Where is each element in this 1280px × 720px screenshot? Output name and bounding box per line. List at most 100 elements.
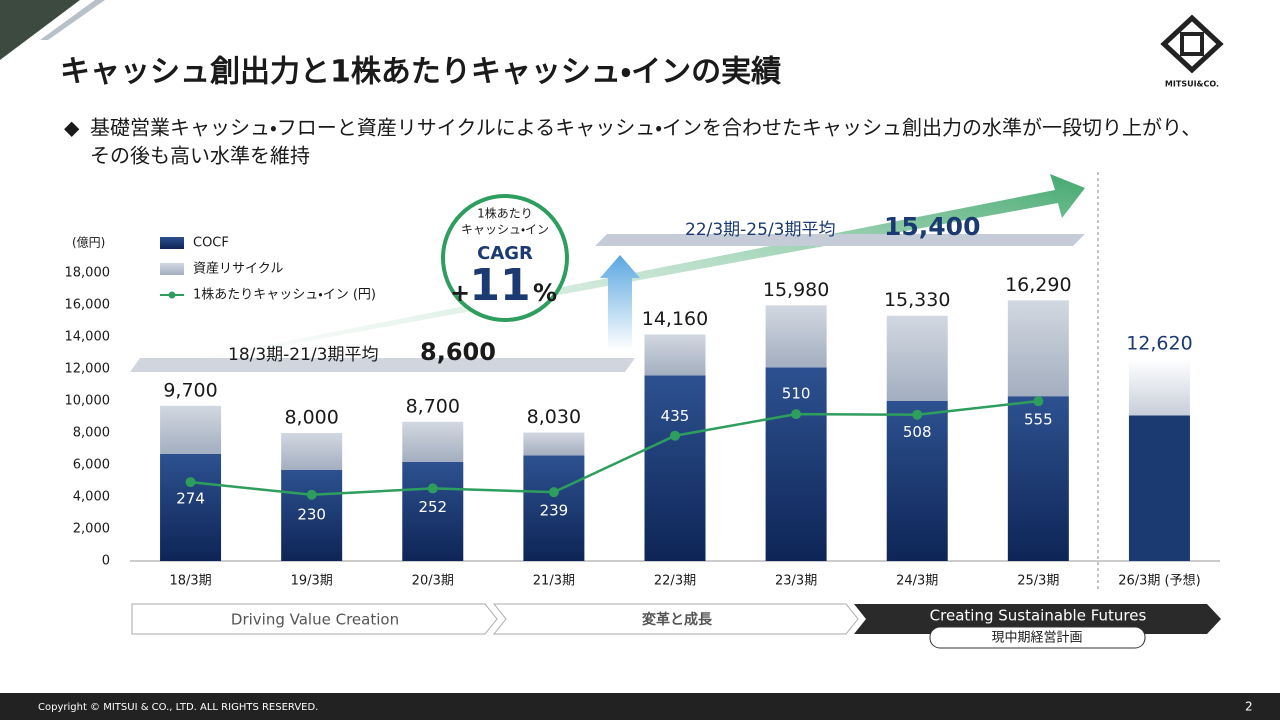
legend-swatch — [160, 237, 184, 249]
unit-label: (億円) — [72, 236, 105, 250]
line — [190, 399, 1039, 497]
cagr-label: CAGR — [477, 243, 533, 264]
cagr-caption: 1株あたり — [477, 206, 533, 221]
y-tick-label: 14,000 — [65, 330, 111, 345]
line-value-label: 252 — [418, 498, 447, 516]
line-value-label: 508 — [903, 423, 932, 441]
x-tick-label: 18/3期 — [169, 574, 211, 589]
total-label: 15,980 — [763, 279, 829, 301]
total-label: 16,290 — [1005, 274, 1071, 296]
y-tick-label: 10,000 — [65, 394, 111, 409]
line-point — [1033, 396, 1044, 407]
bar-segment — [886, 401, 948, 561]
line-value-label: 230 — [297, 505, 326, 523]
subtitle: 基礎営業キャッシュ・フローと資産リサイクルによるキャッシュ・インを合わせたキャッ… — [90, 116, 1201, 140]
y-tick-label: 4,000 — [73, 490, 110, 505]
bar-segment — [160, 453, 222, 561]
cagr-sign: + — [450, 279, 470, 307]
line-point — [912, 409, 923, 420]
x-tick-label: 21/3期 — [533, 574, 575, 589]
subtitle: その後も高い水準を維持 — [90, 144, 310, 168]
chart: 0 2,000 4,000 6,000 8,000 10,000 12,000 14,000 1… — [65, 236, 1220, 589]
phase-arrow — [492, 603, 859, 635]
average-value: 15,400 — [884, 212, 980, 241]
logo-mark — [1160, 14, 1224, 74]
bar-segment — [281, 433, 343, 470]
bar-segment — [1128, 359, 1190, 416]
logo-text: MITSUI&CO. — [1165, 80, 1219, 89]
legend-swatch — [160, 263, 184, 275]
bar-segment — [644, 334, 706, 376]
cagr-circle — [441, 194, 569, 322]
corner-deco — [0, 0, 80, 60]
legend-swatch — [168, 291, 176, 299]
x-tick-label: 26/3期 (予想) — [1118, 573, 1200, 589]
total-label: 9,700 — [163, 379, 217, 401]
logo-mark — [1180, 32, 1204, 56]
x-tick-label: 19/3期 — [291, 574, 333, 589]
line-point — [427, 483, 438, 494]
average-band — [595, 234, 1085, 246]
line-value-label: 274 — [176, 490, 205, 508]
y-tick-label: 0 — [102, 554, 110, 569]
x-tick-label: 20/3期 — [412, 574, 454, 589]
total-label: 8,700 — [406, 395, 460, 417]
line-point — [791, 409, 802, 420]
legend-label: 1株あたりキャッシュ・イン (円) — [193, 288, 376, 303]
average-band — [130, 358, 635, 372]
line-value-label: 555 — [1024, 411, 1053, 429]
slide-title: キャッシュ創出力と1株あたりキャッシュ・インの実績 — [60, 55, 781, 90]
bar-segment — [160, 405, 222, 454]
y-tick-label: 6,000 — [73, 458, 110, 473]
x-tick-label: 22/3期 — [654, 574, 696, 589]
bar-segment — [402, 461, 464, 561]
total-label: 12,620 — [1126, 333, 1192, 355]
logo: MITSUI&CO. — [1160, 14, 1224, 89]
y-tick-label: 18,000 — [65, 266, 111, 281]
line-point — [306, 489, 317, 500]
bar-segment — [644, 375, 706, 561]
corner-deco — [40, 0, 105, 40]
total-label: 8,030 — [527, 406, 581, 428]
bar-segment — [523, 455, 585, 561]
cagr-number: 11 — [469, 260, 530, 311]
y-tick-label: 16,000 — [65, 298, 111, 313]
line-value-label: 510 — [782, 385, 811, 403]
bar-segment — [1007, 300, 1069, 397]
line-point — [548, 487, 559, 498]
total-label: 14,160 — [642, 308, 708, 330]
line-point — [185, 477, 196, 488]
total-label: 15,330 — [884, 289, 950, 311]
x-tick-label: 25/3期 — [1017, 574, 1059, 589]
x-tick-label: 23/3期 — [775, 574, 817, 589]
footer-bar — [0, 693, 1280, 720]
bar-segment — [1007, 396, 1069, 561]
line-point — [670, 430, 680, 441]
phase-arrow — [131, 603, 498, 635]
legend-label: 資産リサイクル — [193, 262, 283, 277]
plan-label: 現中期経営計画 — [991, 630, 1082, 646]
bar-segment — [1128, 415, 1190, 561]
phase-label: Driving Value Creation — [231, 611, 399, 629]
bar-segment — [281, 469, 343, 561]
average-label: 18/3期-21/3期平均 — [228, 345, 379, 365]
cagr-unit: % — [533, 279, 557, 307]
phase-label: Creating Sustainable Futures — [930, 607, 1147, 625]
y-tick-label: 8,000 — [73, 426, 110, 441]
copyright: Copyright © MITSUI & CO., LTD. ALL RIGHT… — [38, 702, 318, 713]
line-value-label: 239 — [540, 502, 569, 520]
up-arrow — [600, 255, 640, 350]
y-tick-label: 2,000 — [73, 522, 110, 537]
y-tick-label: 12,000 — [65, 362, 111, 377]
bullet: ◆ — [64, 116, 80, 140]
total-label: 8,000 — [284, 407, 338, 429]
bar-segment — [523, 432, 585, 456]
legend-label: COCF — [193, 236, 229, 251]
x-tick-label: 24/3期 — [896, 574, 938, 589]
cagr-caption: キャッシュ・イン — [461, 223, 549, 237]
bar-segment — [765, 305, 827, 368]
line-value-label: 435 — [661, 407, 690, 425]
plan-pill — [929, 626, 1146, 649]
bar-segment — [886, 315, 948, 401]
